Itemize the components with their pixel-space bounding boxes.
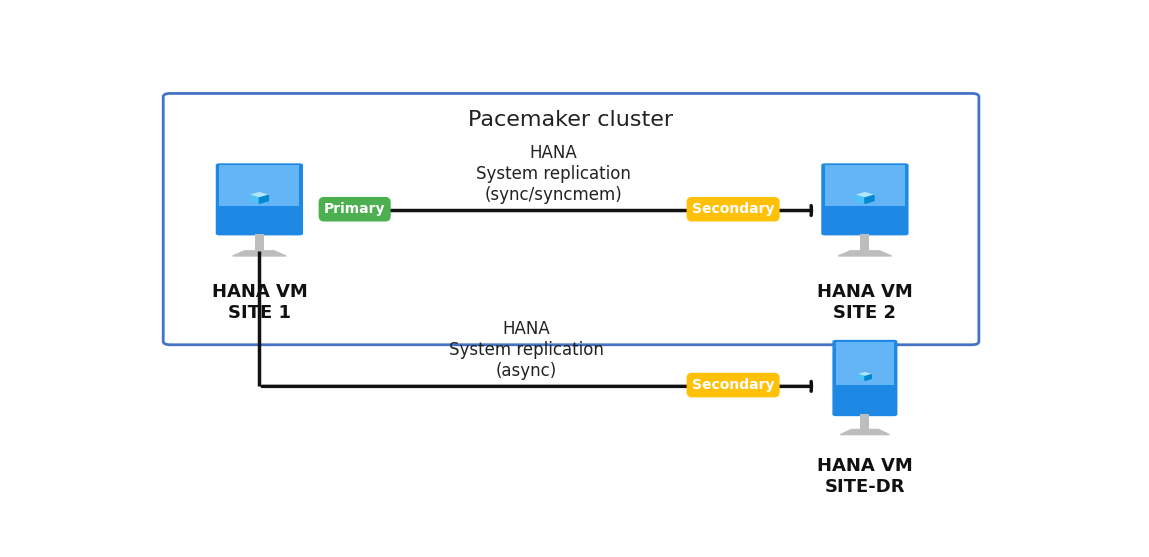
Text: Secondary: Secondary bbox=[692, 202, 774, 216]
Text: HANA
System replication
(async): HANA System replication (async) bbox=[449, 320, 604, 380]
FancyBboxPatch shape bbox=[832, 340, 897, 416]
Text: HANA VM
SITE 2: HANA VM SITE 2 bbox=[817, 283, 912, 322]
Polygon shape bbox=[865, 196, 874, 203]
Polygon shape bbox=[250, 193, 269, 198]
Text: HANA
System replication
(sync/syncmem): HANA System replication (sync/syncmem) bbox=[476, 144, 631, 204]
Polygon shape bbox=[839, 251, 892, 256]
Text: Secondary: Secondary bbox=[692, 378, 774, 392]
FancyBboxPatch shape bbox=[861, 234, 870, 251]
FancyBboxPatch shape bbox=[219, 165, 300, 206]
Polygon shape bbox=[232, 251, 286, 256]
Text: HANA VM
SITE-DR: HANA VM SITE-DR bbox=[817, 457, 912, 496]
FancyBboxPatch shape bbox=[836, 341, 894, 385]
Polygon shape bbox=[856, 193, 874, 198]
FancyBboxPatch shape bbox=[255, 234, 264, 251]
Text: Pacemaker cluster: Pacemaker cluster bbox=[469, 110, 673, 130]
Polygon shape bbox=[260, 196, 269, 203]
Text: Primary: Primary bbox=[324, 202, 385, 216]
FancyBboxPatch shape bbox=[861, 414, 870, 429]
Polygon shape bbox=[250, 196, 260, 203]
Polygon shape bbox=[840, 429, 889, 434]
Text: HANA VM
SITE 1: HANA VM SITE 1 bbox=[211, 283, 307, 322]
FancyBboxPatch shape bbox=[216, 163, 303, 236]
Polygon shape bbox=[858, 375, 865, 380]
Polygon shape bbox=[858, 373, 871, 377]
Polygon shape bbox=[865, 375, 871, 380]
FancyBboxPatch shape bbox=[163, 94, 979, 345]
FancyBboxPatch shape bbox=[825, 165, 905, 206]
Polygon shape bbox=[856, 196, 865, 203]
FancyBboxPatch shape bbox=[822, 163, 909, 236]
